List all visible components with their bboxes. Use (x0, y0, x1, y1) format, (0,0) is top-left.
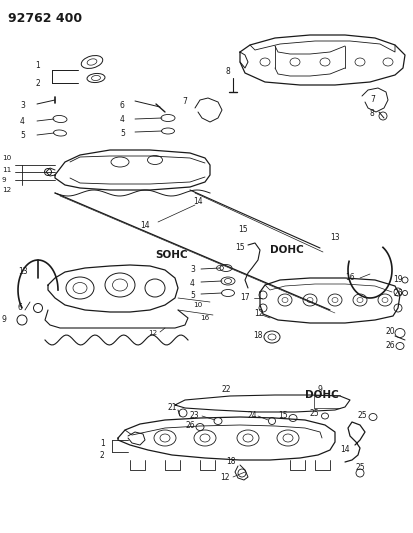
Text: 26: 26 (185, 422, 195, 431)
Text: 15: 15 (278, 410, 287, 419)
Text: 25: 25 (355, 464, 365, 472)
Text: 7: 7 (182, 98, 187, 107)
Text: 18: 18 (253, 330, 263, 340)
Text: 9: 9 (318, 385, 323, 394)
Text: 20: 20 (385, 327, 395, 336)
Text: DOHC: DOHC (305, 390, 339, 400)
Text: 23: 23 (190, 410, 199, 419)
Text: 22: 22 (222, 385, 232, 394)
Text: 25: 25 (358, 410, 368, 419)
Text: 19: 19 (393, 276, 403, 285)
Text: 14: 14 (140, 221, 150, 230)
Text: 13: 13 (330, 233, 339, 243)
Text: 12: 12 (148, 330, 157, 336)
Text: DOHC: DOHC (270, 245, 304, 255)
Text: 16: 16 (345, 272, 355, 281)
Text: 11: 11 (2, 167, 11, 173)
Text: 92762 400: 92762 400 (8, 12, 82, 25)
Text: 14: 14 (193, 198, 203, 206)
Text: 18: 18 (226, 457, 235, 466)
Text: 24: 24 (248, 410, 258, 419)
Text: 9: 9 (2, 316, 7, 325)
Text: 21: 21 (168, 403, 178, 413)
Text: 3: 3 (20, 101, 25, 109)
Text: 4: 4 (20, 117, 25, 126)
Text: 12: 12 (220, 473, 230, 482)
Text: 6: 6 (18, 303, 23, 312)
Text: 1: 1 (35, 61, 40, 70)
Text: 8: 8 (225, 68, 230, 77)
Text: 10: 10 (2, 155, 11, 161)
Text: 17: 17 (240, 294, 249, 303)
Text: 5: 5 (120, 128, 125, 138)
Text: 14: 14 (340, 446, 350, 455)
Text: 7: 7 (370, 95, 375, 104)
Text: 4: 4 (190, 279, 195, 287)
Text: 5: 5 (20, 132, 25, 141)
Text: 12: 12 (2, 187, 11, 193)
Text: 25: 25 (310, 409, 320, 418)
Text: 6: 6 (120, 101, 125, 109)
Text: 9: 9 (2, 177, 7, 183)
Text: 3: 3 (190, 265, 195, 274)
Text: 13: 13 (18, 268, 28, 277)
Text: 2: 2 (100, 450, 105, 459)
Text: 2: 2 (35, 78, 40, 87)
Text: 10: 10 (193, 302, 202, 308)
Text: 26: 26 (385, 341, 395, 350)
Text: 12: 12 (254, 310, 263, 319)
Text: 5: 5 (190, 290, 195, 300)
Text: 8: 8 (370, 109, 375, 118)
Text: 26: 26 (393, 288, 403, 297)
Text: 15: 15 (235, 244, 244, 253)
Text: 16: 16 (200, 315, 209, 321)
Text: 1: 1 (100, 439, 105, 448)
Text: 15: 15 (238, 225, 248, 235)
Text: 4: 4 (120, 116, 125, 125)
Text: SOHC: SOHC (155, 250, 188, 260)
